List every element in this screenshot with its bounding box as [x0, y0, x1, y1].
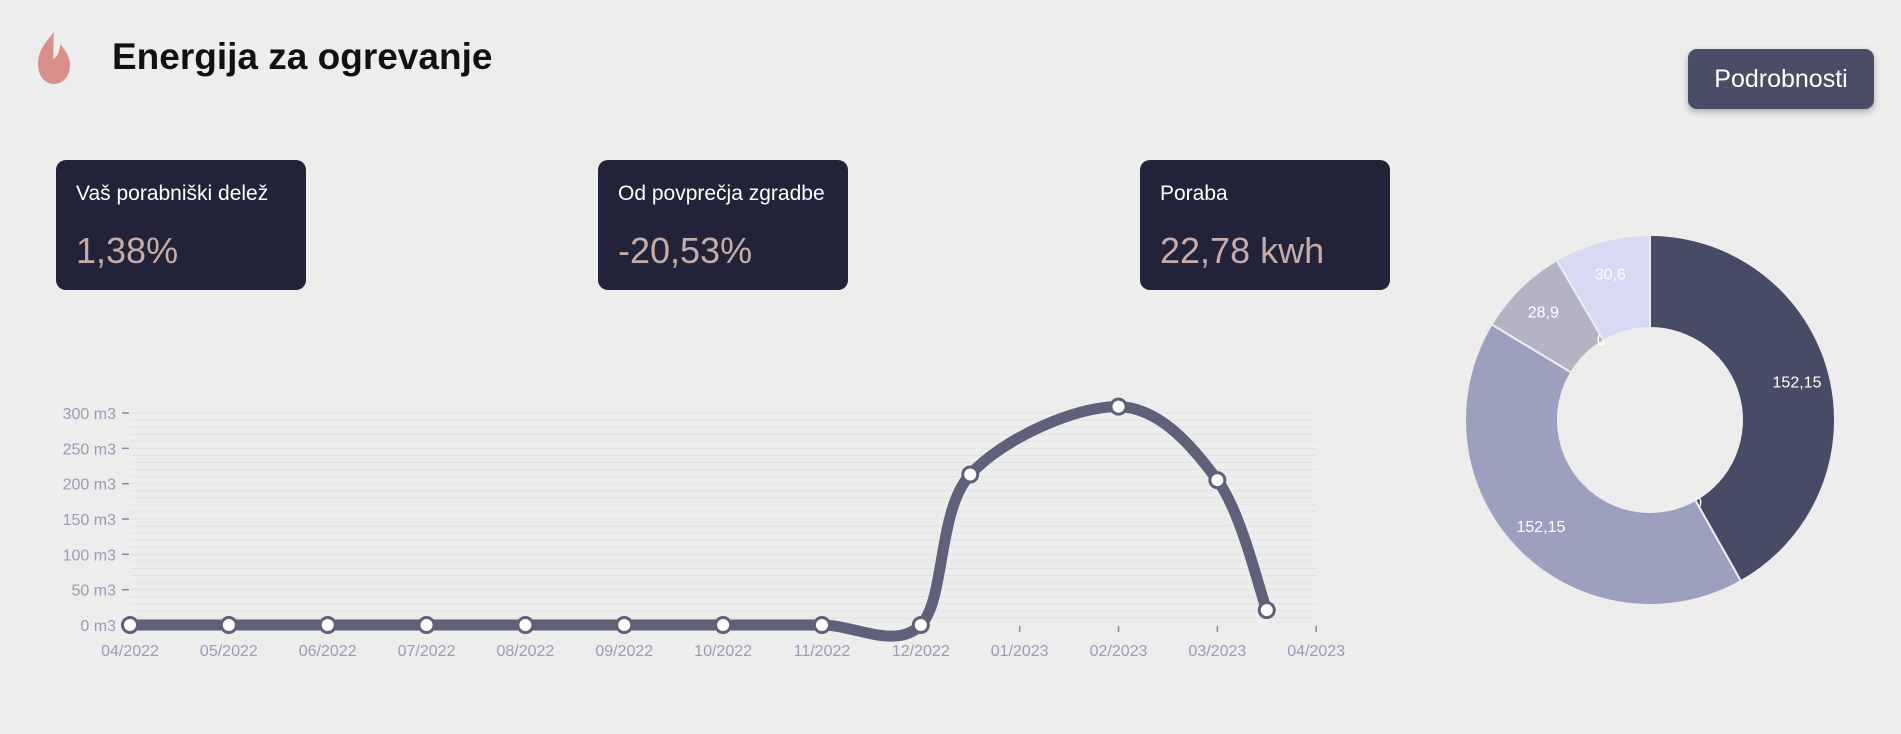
y-tick-label: 0 m3: [80, 618, 116, 635]
usage-share-card: Vaš porabniški delež 1,38%: [56, 160, 306, 290]
data-point: [417, 616, 436, 634]
x-tick-label: 04/2022: [101, 643, 159, 660]
data-point: [615, 616, 634, 634]
slice-label: 0: [1597, 332, 1606, 349]
x-tick-label: 01/2023: [991, 643, 1049, 660]
x-tick-label: 02/2023: [1090, 643, 1148, 660]
data-point: [516, 616, 535, 634]
data-point: [219, 616, 238, 634]
x-tick-label: 11/2022: [794, 643, 851, 660]
flame-icon: [38, 32, 70, 84]
y-tick-label: 100 m3: [63, 547, 116, 564]
consumption-line-chart: 0 m3 50 m3 100 m3 150 m3 200 m3 250 m3 300 m3 0…: [63, 397, 1345, 660]
donut-slice: [1464, 323, 1743, 606]
x-tick-label: 07/2022: [398, 643, 456, 660]
y-tick-label: 150 m3: [63, 512, 116, 529]
x-tick-label: 03/2023: [1188, 643, 1246, 660]
donut-slice: [1649, 233, 1836, 583]
data-point: [961, 465, 980, 484]
slice-label: 152,15: [1773, 374, 1822, 391]
card-label: Od povprečja zgradbe: [618, 182, 825, 205]
data-point: [121, 616, 139, 634]
data-point: [714, 616, 733, 634]
x-tick-label: 04/2023: [1287, 643, 1345, 660]
data-point: [1208, 471, 1227, 490]
card-label: Vaš porabniški delež: [76, 182, 269, 205]
building-average-card: Od povprečja zgradbe -20,53%: [598, 160, 848, 290]
y-tick-label: 50 m3: [72, 583, 117, 600]
data-point: [1109, 397, 1128, 416]
slice-label: 152,15: [1516, 519, 1565, 536]
data-point: [911, 616, 930, 634]
donut-slice: [1555, 233, 1651, 342]
card-value: 1,38%: [76, 230, 179, 271]
card-value: -20,53%: [618, 230, 753, 271]
data-point: [812, 616, 831, 634]
details-button[interactable]: Podrobnosti: [1688, 49, 1874, 109]
x-tick-label: 05/2022: [200, 643, 258, 660]
x-tick-label: 09/2022: [595, 643, 653, 660]
y-tick-label: 300 m3: [63, 406, 116, 423]
y-tick-label: 200 m3: [63, 477, 116, 494]
x-tick-label: 10/2022: [694, 643, 752, 660]
x-tick-label: 08/2022: [496, 643, 554, 660]
consumption-card: Poraba 22,78 kwh: [1140, 160, 1390, 290]
data-point: [1257, 601, 1276, 620]
card-value: 22,78 kwh: [1160, 230, 1325, 271]
x-tick-label: 06/2022: [299, 643, 357, 660]
data-point: [318, 616, 337, 634]
slice-label: 28,9: [1528, 305, 1559, 322]
y-tick-label: 250 m3: [63, 441, 116, 458]
page-title: Energija za ogrevanje: [112, 36, 493, 77]
slice-label: 30,6: [1595, 266, 1626, 283]
x-tick-label: 12/2022: [892, 643, 950, 660]
card-label: Poraba: [1160, 182, 1228, 205]
